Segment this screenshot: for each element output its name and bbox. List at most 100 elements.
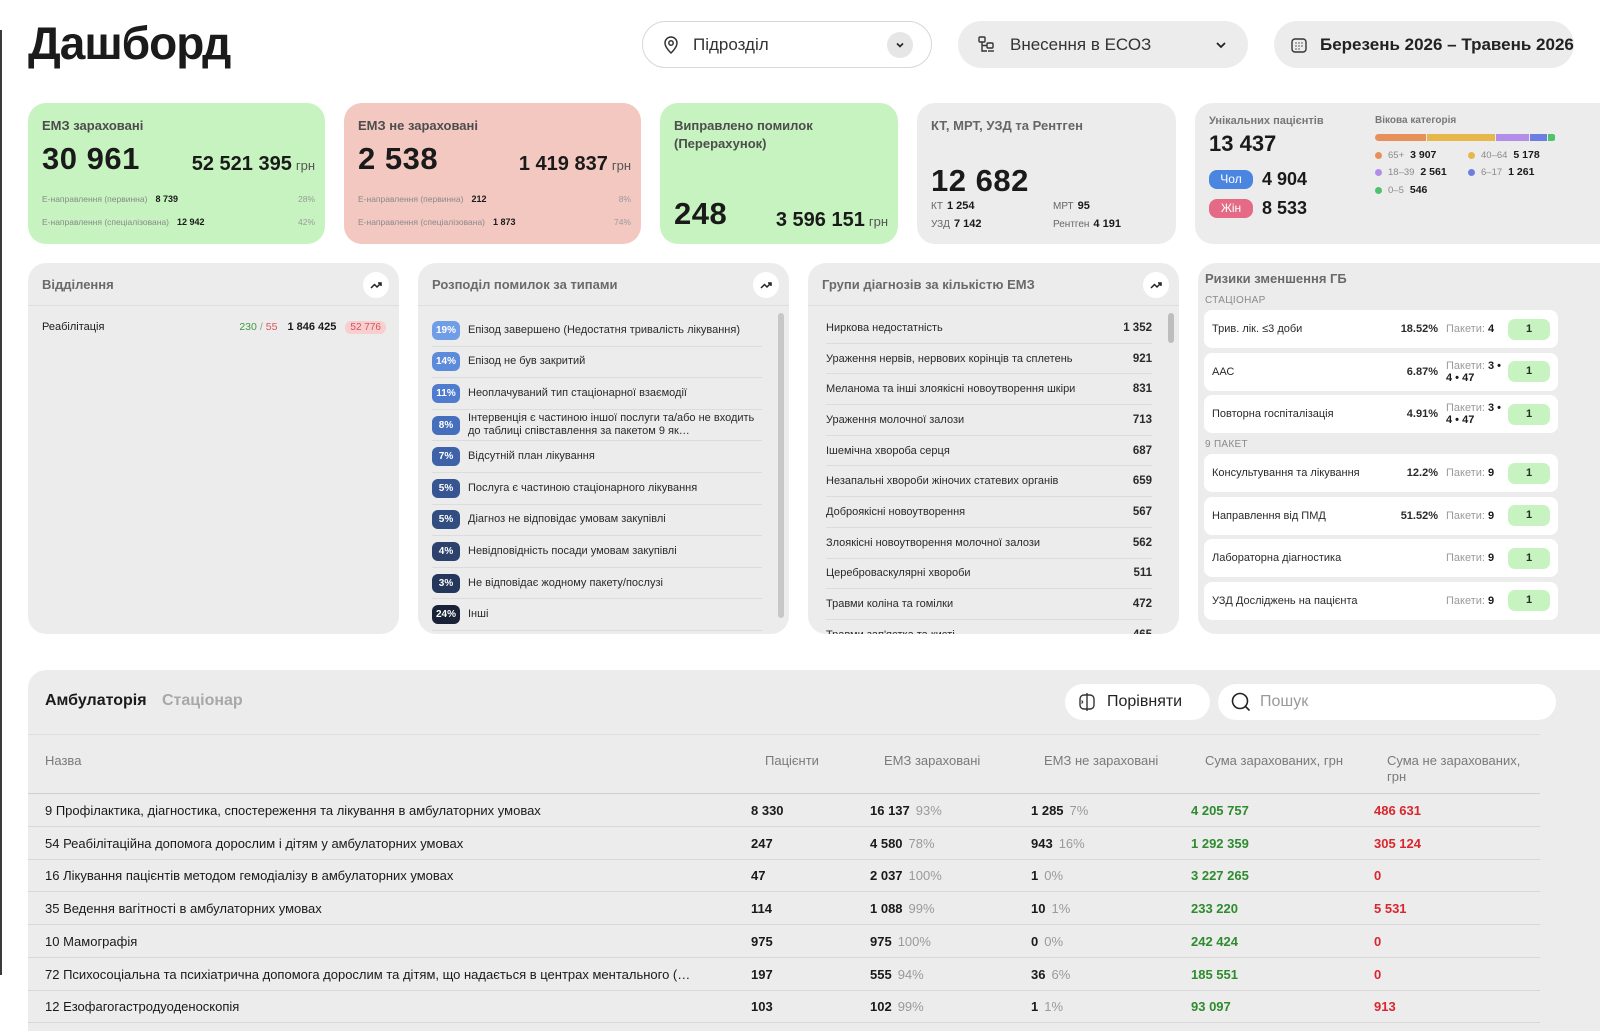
- age-legend-item: 40–64 5 178: [1468, 149, 1540, 161]
- error-type-label: Невідповідність посади умовам закупівлі: [468, 544, 677, 557]
- eco-select[interactable]: Внесення в ЕСОЗ: [958, 21, 1248, 68]
- diagnosis-row[interactable]: Меланома та інші злоякісні новоутворення…: [826, 374, 1152, 406]
- diagnosis-row[interactable]: Злоякісні новоутворення молочної залози 5…: [826, 528, 1152, 559]
- diagnosis-row[interactable]: Ураження нервів, нервових корінців та сп…: [826, 344, 1152, 375]
- risk-row[interactable]: Направлення від ПМД 51.52% Пакети: 9 1: [1204, 496, 1558, 535]
- table-row[interactable]: 54 Реабілітаційна допомога дорослим і ді…: [28, 827, 1540, 860]
- compare-label: Порівняти: [1107, 693, 1183, 710]
- errors-scrollbar[interactable]: [778, 313, 784, 618]
- error-type-row[interactable]: 8% Інтервенція є частиною іншої послуги т…: [432, 410, 762, 442]
- row-label: Е-направлення (спеціалізована): [358, 217, 486, 227]
- trend-up-icon[interactable]: [363, 272, 389, 298]
- table-row[interactable]: 10 Мамографія 975 975 100% 0 0% 242 424 0: [28, 925, 1540, 958]
- diagnosis-count: 465: [1133, 629, 1152, 634]
- diagnosis-row[interactable]: Цереброваскулярні хвороби 511: [826, 559, 1152, 590]
- tab-inpatient[interactable]: Стаціонар: [162, 692, 243, 709]
- diagnosis-count: 713: [1132, 413, 1152, 426]
- col-accepted[interactable]: ЕМЗ зараховані: [884, 753, 981, 768]
- row-sum-rejected: 0: [1374, 933, 1382, 949]
- row-patients: 247: [751, 835, 773, 851]
- card-patients[interactable]: Унікальних пацієнтів 13 437 Чол 4 904 Жін…: [1195, 103, 1600, 244]
- fixed-sum: 3 596 151 грн: [776, 209, 888, 232]
- row-value: 8 739: [155, 194, 178, 204]
- error-type-row[interactable]: 4% Невідповідність посади умовам закупівл…: [432, 536, 762, 568]
- stat-value: 7 142: [953, 218, 982, 230]
- error-type-row[interactable]: 24% Інші: [432, 599, 762, 631]
- diagnosis-row[interactable]: Ішемічна хвороба серця 687: [826, 436, 1152, 467]
- chevron-down-icon: [1214, 38, 1228, 52]
- compare-button[interactable]: Порівняти: [1065, 684, 1210, 720]
- table-row[interactable]: 9 Профілактика, діагностика, спостережен…: [28, 794, 1540, 827]
- age-legend-item: 65+ 3 907: [1375, 149, 1436, 161]
- col-rejected[interactable]: ЕМЗ не зараховані: [1044, 753, 1159, 768]
- diagnoses-scrollbar[interactable]: [1168, 313, 1174, 343]
- search-input[interactable]: Пошук: [1218, 684, 1556, 720]
- row-pct: 8%: [618, 194, 631, 204]
- error-type-row[interactable]: 5% Послуга є частиною стаціонарного лікув…: [432, 473, 762, 505]
- error-type-row[interactable]: 7% Відсутній план лікування: [432, 441, 762, 473]
- trend-up-icon[interactable]: [753, 272, 779, 298]
- table-row[interactable]: 16 Лікування пацієнтів методом гемодіалі…: [28, 859, 1540, 893]
- col-sum-rejected[interactable]: Сума не зарахованих, грн: [1387, 753, 1520, 785]
- table-row[interactable]: 12 Езофагогастродуоденоскопія 103 102 99% 1 1…: [28, 990, 1540, 1024]
- diagnosis-row[interactable]: Травми коліна та гомілки 472: [826, 589, 1152, 620]
- risk-row[interactable]: Повторна госпіталізація 4.91% Пакети: 3 • 4…: [1204, 395, 1558, 433]
- male-stat: Чол 4 904: [1209, 169, 1307, 190]
- error-type-row[interactable]: 19% Епізод завершено (Недостатня триваліс…: [432, 315, 762, 347]
- table-row[interactable]: 35 Ведення вагітності в амбулаторних умо…: [28, 892, 1540, 926]
- rejected-sum: 1 419 837 грн: [519, 153, 631, 176]
- row-sum-rejected: 0: [1374, 868, 1382, 884]
- diagnosis-row[interactable]: Незапальні хвороби жіночих статевих орга…: [826, 466, 1152, 498]
- col-patients[interactable]: Пацієнти: [765, 753, 819, 768]
- diagnosis-row[interactable]: Ураження молочної залози 713: [826, 405, 1152, 436]
- risk-pct: 51.52%: [1400, 509, 1438, 522]
- accepted-pct: 99%: [897, 999, 924, 1015]
- department-row[interactable]: Реабілітація 230/55 1 846 425 52 776: [42, 320, 386, 334]
- risk-row[interactable]: УЗД Досліджень на пацієнта Пакети: 9 1: [1204, 581, 1558, 620]
- male-value: 4 904: [1262, 169, 1308, 189]
- diagnosis-row[interactable]: Доброякісні новоутворення 567: [826, 497, 1152, 528]
- card-imaging[interactable]: КТ, МРТ, УЗД та Рентген 12 682 КТ 1 254 М…: [917, 103, 1176, 244]
- row-patients: 103: [751, 999, 773, 1015]
- error-type-row[interactable]: 14% Епізод не був закритий: [432, 347, 762, 379]
- risk-row[interactable]: Лабораторна діагностика Пакети: 9 1: [1204, 539, 1558, 577]
- trend-up-icon[interactable]: [1143, 272, 1169, 298]
- card-accepted[interactable]: ЕМЗ зараховані 30 961 52 521 395 грн Е-на…: [28, 103, 325, 244]
- diagnosis-row[interactable]: Ниркова недостатність 1 352: [826, 313, 1152, 344]
- risk-name: УЗД Досліджень на пацієнта: [1212, 594, 1358, 607]
- card-rejected[interactable]: ЕМЗ не зараховані 2 538 1 419 837 грн Е-н…: [344, 103, 641, 244]
- risk-name: ААС: [1212, 365, 1235, 378]
- error-type-row[interactable]: 5% Діагноз не відповідає умовам закупівлі: [432, 505, 762, 537]
- risk-row[interactable]: Консультування та лікування 12.2% Пакети: 9…: [1204, 454, 1558, 492]
- diagnosis-row[interactable]: Травми зап'ястка та кисті 465: [826, 620, 1152, 634]
- search-placeholder: Пошук: [1260, 693, 1309, 710]
- date-range-picker[interactable]: Березень 2026 – Травень 2026: [1274, 21, 1574, 68]
- departments-title: Відділення: [28, 263, 399, 306]
- risk-row[interactable]: ААС 6.87% Пакети: 3 • 4 • 47 1: [1204, 352, 1558, 391]
- date-range-value: Березень 2026 – Травень 2026: [1320, 34, 1574, 54]
- error-type-row[interactable]: 3% Не відповідає жодному пакету/послузі: [432, 568, 762, 600]
- accepted-pct: 93%: [915, 803, 942, 818]
- col-sum-accepted[interactable]: Сума зарахованих, грн: [1205, 753, 1344, 768]
- errors-list: 19% Епізод завершено (Недостатня триваліс…: [432, 315, 762, 631]
- tab-outpatient[interactable]: Амбулаторія: [45, 692, 147, 709]
- risk-count-badge: 1: [1508, 361, 1550, 382]
- row-sum-accepted: 3 227 265: [1191, 868, 1249, 884]
- patients-total: 13 437: [1209, 131, 1277, 156]
- row-rejected: 10 1%: [1031, 901, 1070, 916]
- col-name[interactable]: Назва: [45, 753, 82, 768]
- accepted-value: 555: [870, 966, 892, 982]
- risk-row[interactable]: Трив. лік. ≤3 доби 18.52% Пакети: 4 1: [1204, 310, 1558, 348]
- filter-steps-icon: [978, 35, 994, 52]
- age-value: 2 561: [1420, 166, 1447, 178]
- male-pill: Чол: [1209, 170, 1253, 189]
- error-type-row[interactable]: 11% Неоплачуваний тип стаціонарної взаємо…: [432, 378, 762, 410]
- card-fixed-errors[interactable]: Виправлено помилок (Перерахунок) 248 3 59…: [660, 103, 898, 244]
- row-sum-rejected: 913: [1374, 999, 1396, 1015]
- subdivision-select[interactable]: Підрозділ: [642, 21, 932, 68]
- error-type-label: Інші: [468, 608, 489, 621]
- table-row[interactable]: 72 Психосоціальна та психіатрична допомо…: [28, 958, 1540, 991]
- stat-label: МРТ: [1053, 201, 1074, 212]
- error-type-label: Діагноз не відповідає умовам закупівлі: [468, 513, 666, 526]
